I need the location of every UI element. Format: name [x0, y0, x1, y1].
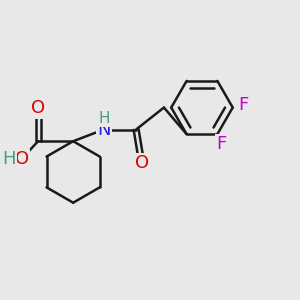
Text: O: O: [135, 154, 149, 172]
Text: O: O: [31, 99, 45, 117]
Text: H: H: [98, 111, 110, 126]
Text: F: F: [217, 135, 227, 153]
Text: F: F: [238, 96, 248, 114]
Text: O: O: [15, 150, 29, 168]
Text: N: N: [97, 121, 111, 139]
Text: H: H: [2, 150, 16, 168]
